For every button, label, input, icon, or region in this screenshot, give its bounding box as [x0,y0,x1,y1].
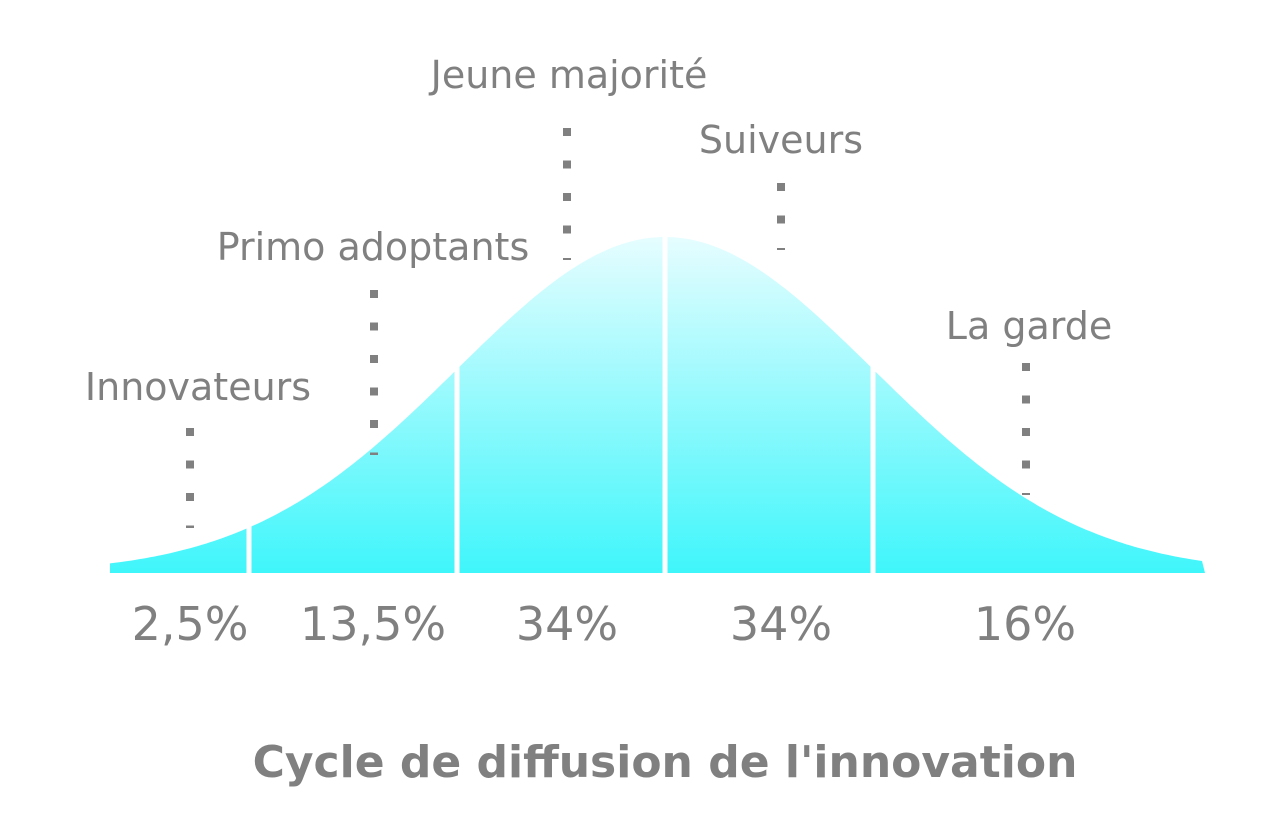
segment-label: Primo adoptants [217,225,530,269]
segment-percent: 2,5% [132,597,249,651]
segment-label: Innovateurs [85,365,311,409]
segment-percent: 16% [974,597,1076,651]
segment-label: Jeune majorité [429,53,708,97]
bell-curve-area [110,237,1205,573]
segment-percent: 13,5% [300,597,446,651]
segment-label: Suiveurs [699,118,863,162]
chart-title: Cycle de diffusion de l'innovation [253,737,1078,788]
segment-label: La garde [946,304,1112,348]
segment-percent: 34% [516,597,618,651]
segment-percent: 34% [730,597,832,651]
